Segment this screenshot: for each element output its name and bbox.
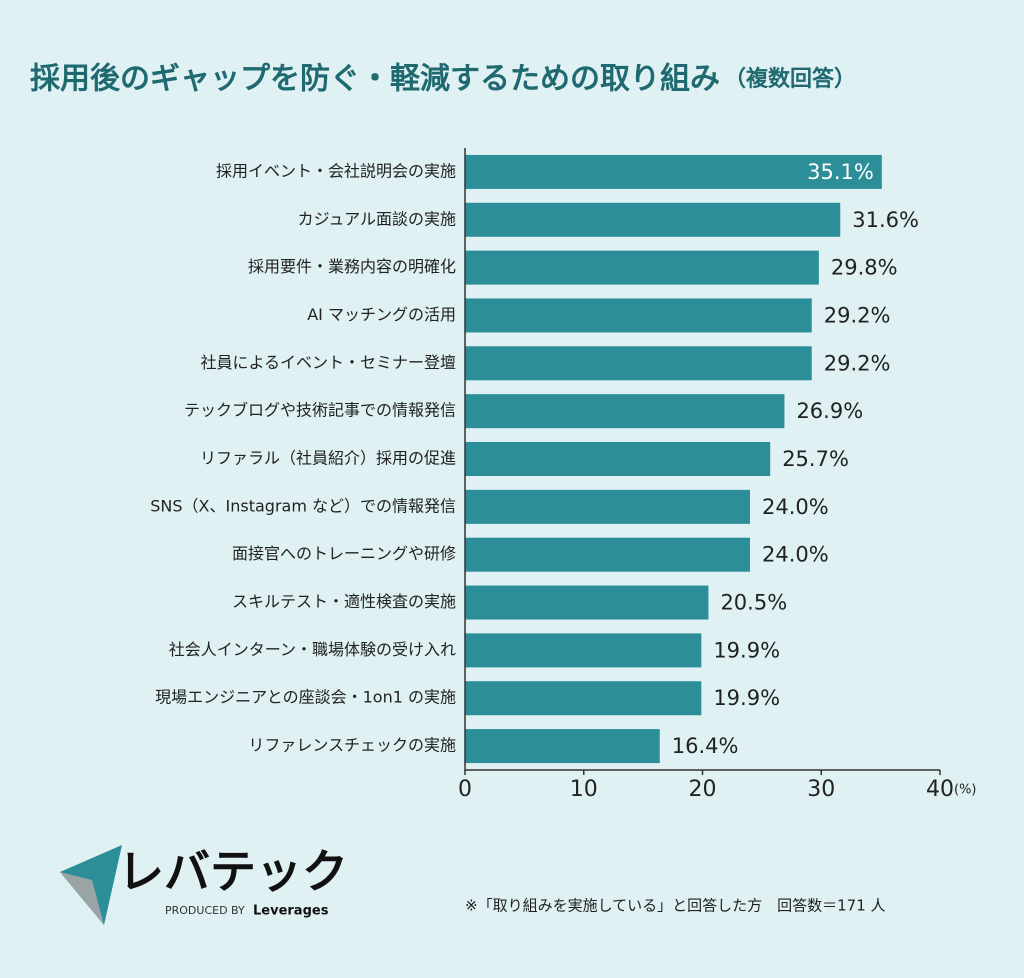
y-tick-label: 社会人インターン・職場体験の受け入れ xyxy=(169,640,456,659)
x-tick-label: 20 xyxy=(689,777,717,802)
brand-tagline: PRODUCED BY xyxy=(165,904,245,917)
value-label: 19.9% xyxy=(713,638,780,662)
value-label: 35.1% xyxy=(807,160,874,184)
bar xyxy=(465,154,882,189)
bar xyxy=(465,633,702,668)
y-tick-label: テックブログや技術記事での情報発信 xyxy=(184,401,456,420)
y-tick-label: 採用要件・業務内容の明確化 xyxy=(248,257,456,276)
y-tick-label: カジュアル面談の実施 xyxy=(298,209,456,228)
value-label: 31.6% xyxy=(852,208,919,232)
x-tick-label: 0 xyxy=(458,777,472,802)
brand-company: Leverages xyxy=(253,904,329,919)
x-tick-label: 10 xyxy=(570,777,598,802)
y-tick-label: 社員によるイベント・セミナー登壇 xyxy=(200,353,456,372)
x-tick-label: 40 xyxy=(926,777,954,802)
y-tick-label: SNS（X、Instagram など）での情報発信 xyxy=(150,496,456,515)
logo: レバテック PRODUCED BY Leverages xyxy=(60,845,348,925)
bar xyxy=(465,442,771,476)
bar xyxy=(465,346,812,381)
y-tick-label: AI マッチングの活用 xyxy=(307,305,456,324)
bar xyxy=(465,729,660,764)
value-label: 24.0% xyxy=(762,495,829,519)
y-tick-label: 採用イベント・会社説明会の実施 xyxy=(216,161,456,180)
y-tick-label: リファラル（社員紹介）採用の促進 xyxy=(200,449,456,468)
y-tick-label: スキルテスト・適性検査の実施 xyxy=(232,592,456,611)
bar xyxy=(465,298,812,333)
logo-mark-shade xyxy=(60,872,104,925)
bar xyxy=(465,585,709,620)
bar xyxy=(465,489,750,524)
value-label: 29.2% xyxy=(824,351,891,375)
bar xyxy=(465,394,785,429)
x-tick-label: 30 xyxy=(807,777,835,802)
value-label: 25.7% xyxy=(782,447,849,471)
value-label: 29.8% xyxy=(831,256,898,280)
y-tick-label: 面接官へのトレーニングや研修 xyxy=(232,544,456,563)
value-label: 29.2% xyxy=(824,303,891,327)
value-label: 24.0% xyxy=(762,543,829,567)
y-tick-label: リファレンスチェックの実施 xyxy=(248,736,456,755)
footnote: ※「取り組みを実施している」と回答した方 回答数＝171 人 xyxy=(465,897,886,915)
bar xyxy=(465,537,750,572)
chart-subtitle: （複数回答） xyxy=(724,66,856,92)
bar xyxy=(465,250,819,285)
x-axis-unit: (%) xyxy=(954,783,977,798)
chart-title: 採用後のギャップを防ぐ・軽減するための取り組み xyxy=(30,62,720,97)
value-label: 19.9% xyxy=(713,686,780,710)
value-label: 16.4% xyxy=(672,734,739,758)
y-tick-label: 現場エンジニアとの座談会・1on1 の実施 xyxy=(155,688,456,707)
bar xyxy=(465,681,702,716)
value-label: 26.9% xyxy=(796,399,863,423)
value-label: 20.5% xyxy=(720,591,787,615)
brand-name: レバテック xyxy=(118,845,348,899)
bar xyxy=(465,202,841,237)
